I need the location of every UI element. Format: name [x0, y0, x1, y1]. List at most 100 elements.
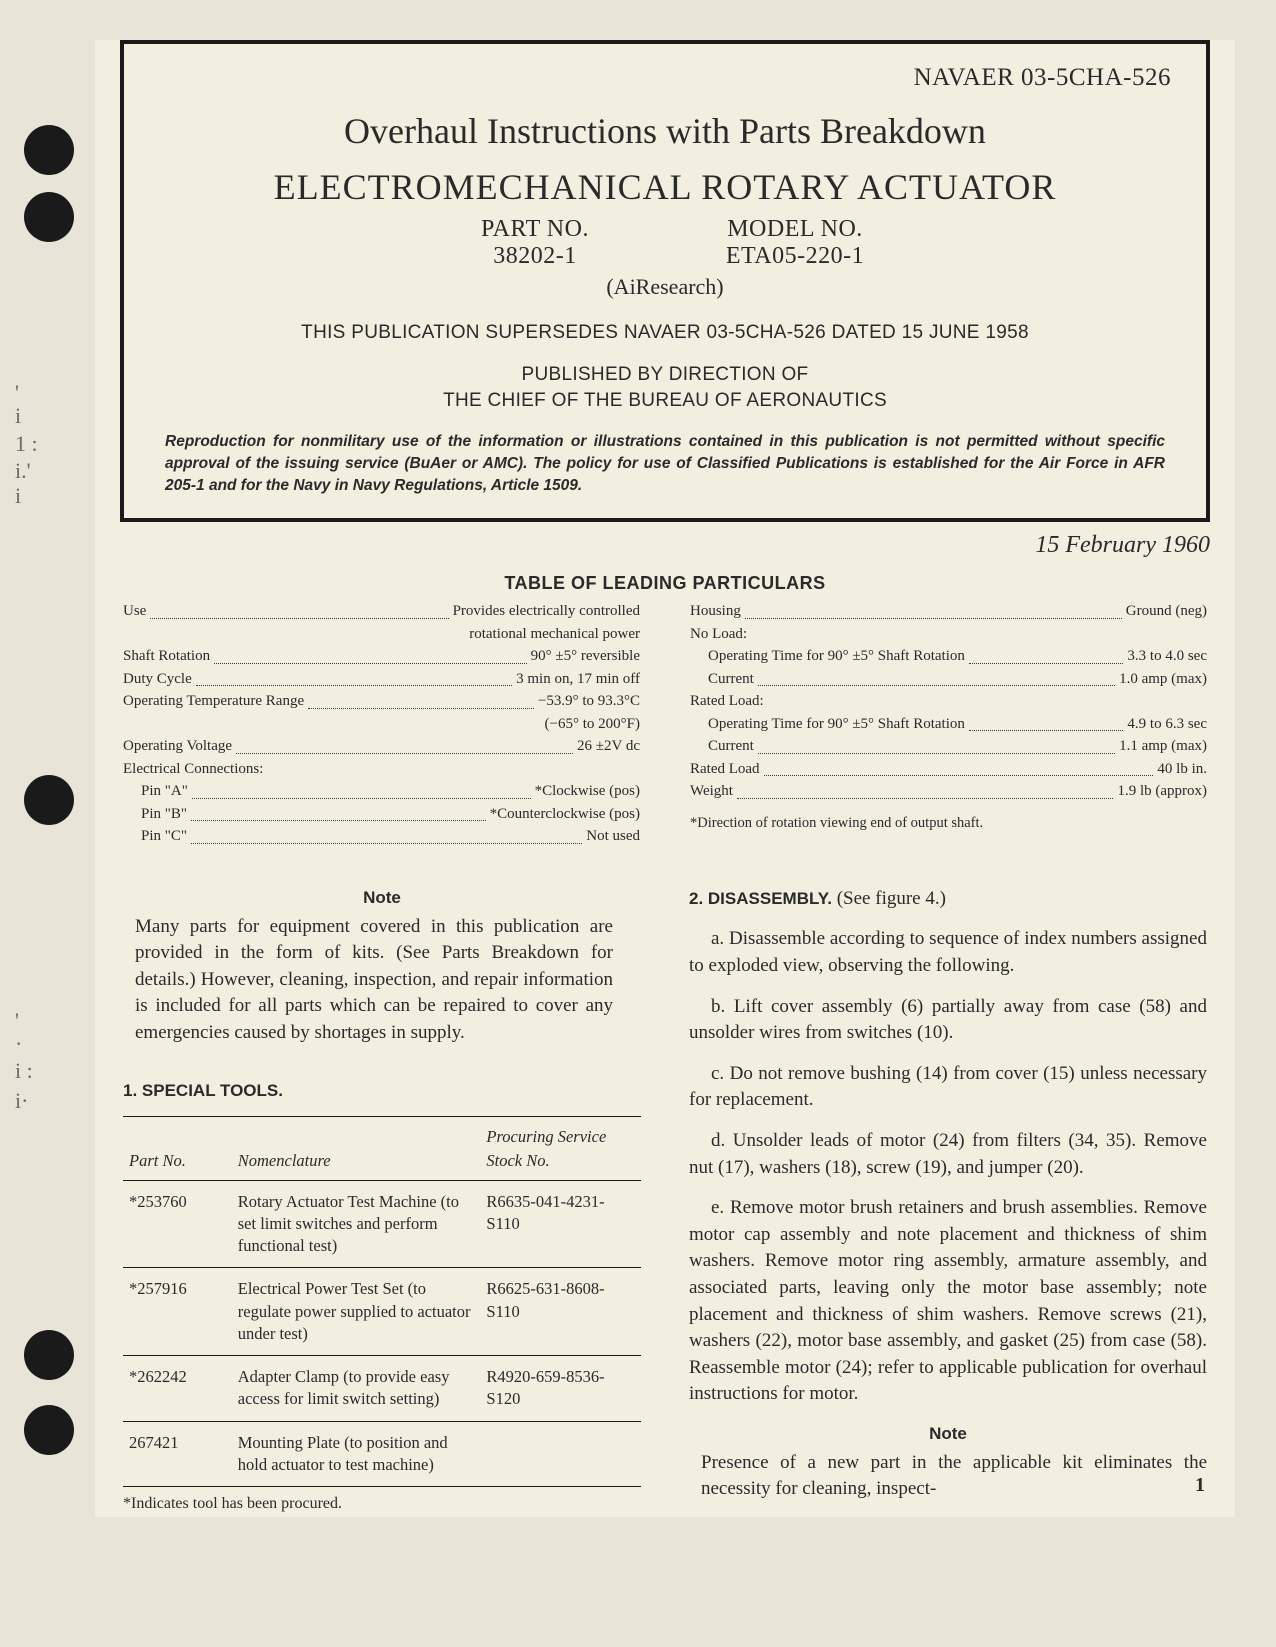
tlp-label: Operating Time for 90° ±5° Shaft Rotatio…: [708, 713, 965, 736]
leader-dots: [191, 825, 582, 844]
tlp-label: Pin "B": [141, 803, 187, 826]
binding-mark: ': [15, 382, 19, 404]
cell-stock-no: R6625-631-8608-S110: [480, 1268, 641, 1356]
tlp-value: −53.9° to 93.3°C: [538, 690, 640, 713]
tlp-row: Operating Time for 90° ±5° Shaft Rotatio…: [690, 713, 1207, 736]
disassembly-paragraph: d. Unsolder leads of motor (24) from fil…: [689, 1128, 1207, 1181]
document-id: NAVAER 03-5CHA-526: [159, 64, 1171, 92]
punch-hole: [24, 1405, 74, 1455]
disassembly-note-body: Presence of a new part in the applicable…: [689, 1450, 1207, 1503]
leader-dots: [969, 645, 1124, 664]
published-line-2: THE CHIEF OF THE BUREAU OF AERONAUTICS: [443, 390, 887, 411]
tlp-row: Operating Voltage26 ±2V dc: [123, 735, 640, 758]
tlp-row: Current1.1 amp (max): [690, 735, 1207, 758]
tlp-row: Electrical Connections:: [123, 758, 640, 781]
cell-part-no: 267421: [123, 1421, 232, 1487]
tlp-value: 90° ±5° reversible: [531, 645, 640, 668]
leader-dots: [737, 780, 1113, 799]
part-no-value: 38202-1: [435, 243, 635, 270]
table-leading-particulars: Use Provides electrically controlledrotat…: [95, 600, 1235, 848]
tlp-left-column: Use Provides electrically controlledrotat…: [123, 600, 640, 848]
col-nomenclature: Nomenclature: [232, 1117, 481, 1180]
tlp-label: Pin "A": [141, 780, 188, 803]
table-row: *253760Rotary Actuator Test Machine (to …: [123, 1180, 641, 1268]
tlp-label: Rated Load:: [690, 690, 764, 713]
tlp-label: Operating Voltage: [123, 735, 232, 758]
tlp-right-column: HousingGround (neg)No Load:Operating Tim…: [690, 600, 1207, 848]
cell-nomenclature: Adapter Clamp (to provide easy access fo…: [232, 1356, 481, 1422]
tlp-row: Housing Ground (neg): [690, 600, 1207, 623]
table-header-row: Part No. Nomenclature Procuring Service …: [123, 1117, 641, 1180]
cell-part-no: *257916: [123, 1268, 232, 1356]
document-page: NAVAER 03-5CHA-526 Overhaul Instructions…: [95, 40, 1235, 1517]
part-no-label: PART NO.: [435, 216, 635, 243]
tlp-value: 3 min on, 17 min off: [516, 668, 640, 691]
leader-dots: [196, 668, 512, 687]
punch-hole: [24, 192, 74, 242]
binding-mark: i: [15, 485, 21, 507]
cell-nomenclature: Rotary Actuator Test Machine (to set lim…: [232, 1180, 481, 1268]
tlp-value: 1.9 lb (approx): [1117, 780, 1207, 803]
publication-date: 15 February 1960: [95, 532, 1210, 559]
tlp-row: Pin "A" *Clockwise (pos): [123, 780, 640, 803]
tlp-row: Pin "C"Not used: [123, 825, 640, 848]
tlp-continuation: (−65° to 200°F): [123, 713, 640, 736]
tlp-value: Ground (neg): [1126, 600, 1207, 623]
disassembly-paragraph: b. Lift cover assembly (6) partially awa…: [689, 994, 1207, 1047]
tlp-label: Shaft Rotation: [123, 645, 210, 668]
model-no-label: MODEL NO.: [695, 216, 895, 243]
tlp-row: Rated Load:: [690, 690, 1207, 713]
special-tools-table: Part No. Nomenclature Procuring Service …: [123, 1116, 641, 1487]
tlp-value: Not used: [586, 825, 640, 848]
tlp-title: TABLE OF LEADING PARTICULARS: [95, 573, 1235, 594]
tlp-value: *Counterclockwise (pos): [490, 803, 640, 826]
tlp-value: *Clockwise (pos): [535, 780, 640, 803]
tlp-value: 1.0 amp (max): [1119, 668, 1207, 691]
col-stock-no: Procuring Service Stock No.: [480, 1117, 641, 1180]
col-part-no: Part No.: [123, 1117, 232, 1180]
tlp-row: Rated Load40 lb in.: [690, 758, 1207, 781]
note-heading: Note: [123, 886, 641, 910]
binding-mark: i :: [15, 1060, 33, 1082]
body-left-column: Note Many parts for equipment covered in…: [123, 886, 641, 1517]
tlp-row: Operating Time for 90° ±5° Shaft Rotatio…: [690, 645, 1207, 668]
leader-dots: [758, 668, 1115, 687]
tlp-value: 3.3 to 4.0 sec: [1127, 645, 1207, 668]
published-line-1: PUBLISHED BY DIRECTION OF: [522, 364, 809, 385]
leader-dots: [192, 780, 531, 799]
tlp-label: Electrical Connections:: [123, 758, 263, 781]
binding-mark: ·: [15, 1033, 22, 1055]
tlp-value: 40 lb in.: [1157, 758, 1207, 781]
disassembly-paragraph: a. Disassemble according to sequence of …: [689, 926, 1207, 979]
disassembly-paragraph: e. Remove motor brush retainers and brus…: [689, 1195, 1207, 1408]
tlp-row: Shaft Rotation 90° ±5° reversible: [123, 645, 640, 668]
tlp-label: Duty Cycle: [123, 668, 192, 691]
tlp-label: Weight: [690, 780, 733, 803]
leader-dots: [758, 735, 1115, 754]
tlp-label: Current: [708, 668, 754, 691]
tlp-continuation: rotational mechanical power: [123, 623, 640, 646]
disassembly-paragraph: c. Do not remove bushing (14) from cover…: [689, 1061, 1207, 1114]
tlp-label: Operating Time for 90° ±5° Shaft Rotatio…: [708, 645, 965, 668]
body-columns: Note Many parts for equipment covered in…: [95, 848, 1235, 1517]
model-no-value: ETA05-220-1: [695, 243, 895, 270]
binding-mark: i: [15, 405, 21, 427]
tlp-row: Operating Temperature Range−53.9° to 93.…: [123, 690, 640, 713]
tlp-row: Weight 1.9 lb (approx): [690, 780, 1207, 803]
leader-dots: [764, 758, 1154, 777]
tlp-row: No Load:: [690, 623, 1207, 646]
leader-dots: [214, 645, 527, 664]
tlp-label: No Load:: [690, 623, 747, 646]
binding-mark: ': [15, 1010, 19, 1032]
tlp-row: Use Provides electrically controlled: [123, 600, 640, 623]
leader-dots: [191, 803, 486, 822]
tlp-value: Provides electrically controlled: [453, 600, 640, 623]
manufacturer: (AiResearch): [159, 274, 1171, 300]
disassembly-note-heading: Note: [689, 1422, 1207, 1446]
tlp-label: Use: [123, 600, 146, 623]
disassembly-figure-ref: (See figure 4.): [832, 888, 946, 909]
title-line-1: Overhaul Instructions with Parts Breakdo…: [159, 110, 1171, 152]
tools-footnote: *Indicates tool has been procured.: [123, 1493, 641, 1515]
cell-nomenclature: Mounting Plate (to position and hold act…: [232, 1421, 481, 1487]
tlp-label: Housing: [690, 600, 741, 623]
